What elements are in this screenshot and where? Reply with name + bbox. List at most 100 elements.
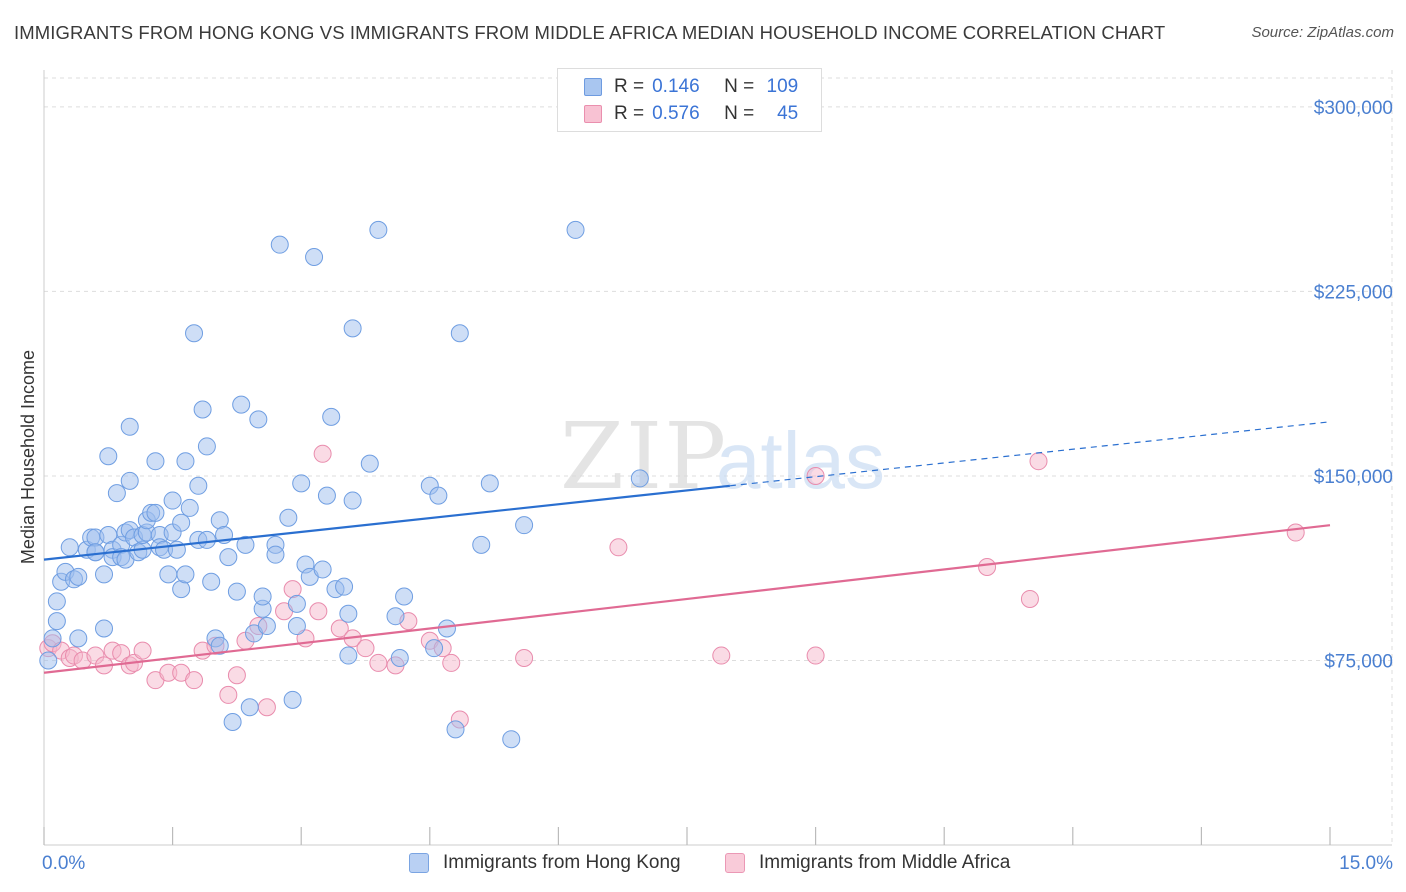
trend-extension-hong-kong [729, 421, 1331, 487]
chart-title: IMMIGRANTS FROM HONG KONG VS IMMIGRANTS … [14, 22, 1166, 43]
series-legend: Immigrants from Hong Kong Immigrants fro… [0, 852, 1406, 876]
data-point-middle-africa [442, 653, 461, 672]
data-point-hong-kong [180, 498, 199, 517]
data-point-hong-kong [335, 577, 354, 596]
data-point-middle-africa [1020, 589, 1039, 608]
data-point-middle-africa [609, 538, 628, 557]
data-point-hong-kong [266, 545, 285, 564]
y-axis-label: Median Household Income [18, 350, 38, 564]
legend-r-label: R = [614, 76, 645, 97]
data-point-middle-africa [313, 444, 332, 463]
x-tick-labels: 0.0% 15.0% [42, 853, 1393, 874]
data-point-hong-kong [69, 629, 88, 648]
data-point-middle-africa [133, 641, 152, 660]
correlation-legend: R = 0.146 N = 109 R = 0.576 N = 45 [557, 68, 822, 132]
data-point-hong-kong [159, 565, 178, 584]
data-point-hong-kong [189, 476, 208, 495]
data-point-hong-kong [120, 471, 139, 490]
data-point-hong-kong [176, 565, 195, 584]
y-tick-label: $75,000 [1324, 651, 1393, 672]
data-point-hong-kong [249, 410, 268, 429]
data-point-hong-kong [369, 220, 388, 239]
data-point-hong-kong [339, 604, 358, 623]
data-point-hong-kong [163, 491, 182, 510]
data-point-middle-africa [356, 639, 375, 658]
legend-item-hong-kong[interactable]: Immigrants from Hong Kong [409, 852, 681, 874]
data-point-hong-kong [425, 639, 444, 658]
data-point-hong-kong [305, 247, 324, 266]
data-point-hong-kong [390, 649, 409, 668]
data-point-hong-kong [86, 543, 105, 562]
data-point-hong-kong [257, 617, 276, 636]
series-middle-africa-points [39, 444, 1305, 729]
legend-swatch-blue [409, 853, 429, 873]
data-point-hong-kong [343, 491, 362, 510]
legend-label-hong-kong: Immigrants from Hong Kong [443, 852, 681, 873]
x-tick-label: 0.0% [42, 853, 85, 874]
data-point-hong-kong [43, 629, 62, 648]
data-point-hong-kong [39, 651, 58, 670]
data-point-hong-kong [287, 617, 306, 636]
data-point-hong-kong [292, 474, 311, 493]
watermark: ZIP atlas [560, 403, 885, 510]
data-point-hong-kong [232, 395, 251, 414]
data-point-hong-kong [630, 469, 649, 488]
data-point-middle-africa [369, 653, 388, 672]
data-point-hong-kong [322, 407, 341, 426]
data-point-middle-africa [712, 646, 731, 665]
legend-n-value: 45 [777, 103, 799, 124]
data-point-hong-kong [566, 220, 585, 239]
trend-line-hong-kong [43, 484, 730, 561]
data-point-hong-kong [69, 567, 88, 586]
data-point-hong-kong [223, 712, 242, 731]
y-tick-label: $225,000 [1314, 282, 1393, 303]
data-point-hong-kong [95, 565, 114, 584]
legend-n-label: N = [724, 103, 755, 124]
legend-row-middle-africa: R = 0.576 N = 45 [584, 102, 798, 126]
data-point-hong-kong [47, 612, 66, 631]
data-point-hong-kong [197, 437, 216, 456]
data-point-hong-kong [146, 452, 165, 471]
trend-line-middle-africa [43, 524, 1331, 674]
data-point-hong-kong [172, 513, 191, 532]
watermark-zip: ZIP [560, 403, 728, 510]
data-point-hong-kong [185, 324, 204, 343]
data-point-middle-africa [1029, 452, 1048, 471]
y-tick-labels: $75,000 $150,000 $225,000 $300,000 [1314, 98, 1393, 673]
legend-swatch-pink [725, 853, 745, 873]
legend-r-value: 0.576 [652, 103, 700, 124]
data-point-hong-kong [176, 452, 195, 471]
data-point-hong-kong [60, 538, 79, 557]
axes [43, 70, 1392, 846]
data-point-middle-africa [227, 666, 246, 685]
watermark-atlas: atlas [716, 416, 885, 505]
data-point-hong-kong [339, 646, 358, 665]
data-point-middle-africa [1286, 523, 1305, 542]
data-point-hong-kong [270, 235, 289, 254]
data-point-middle-africa [806, 466, 825, 485]
data-point-hong-kong [236, 535, 255, 554]
data-point-hong-kong [472, 535, 491, 554]
data-point-hong-kong [120, 417, 139, 436]
trend-lines [43, 421, 1331, 674]
data-point-hong-kong [193, 400, 212, 419]
legend-r-label: R = [614, 103, 645, 124]
data-point-hong-kong [47, 592, 66, 611]
y-tick-label: $150,000 [1314, 467, 1393, 488]
legend-item-middle-africa[interactable]: Immigrants from Middle Africa [725, 852, 1010, 874]
data-point-hong-kong [450, 324, 469, 343]
data-point-middle-africa [309, 602, 328, 621]
data-point-hong-kong [283, 690, 302, 709]
data-point-middle-africa [257, 698, 276, 717]
data-point-hong-kong [360, 454, 379, 473]
data-point-hong-kong [386, 607, 405, 626]
data-point-hong-kong [395, 587, 414, 606]
data-point-hong-kong [146, 503, 165, 522]
legend-r-value: 0.146 [652, 76, 700, 97]
data-point-hong-kong [202, 572, 221, 591]
data-point-hong-kong [429, 486, 448, 505]
legend-row-hong-kong: R = 0.146 N = 109 [584, 75, 798, 99]
data-point-hong-kong [343, 319, 362, 338]
data-point-middle-africa [112, 644, 131, 663]
data-point-hong-kong [313, 560, 332, 579]
